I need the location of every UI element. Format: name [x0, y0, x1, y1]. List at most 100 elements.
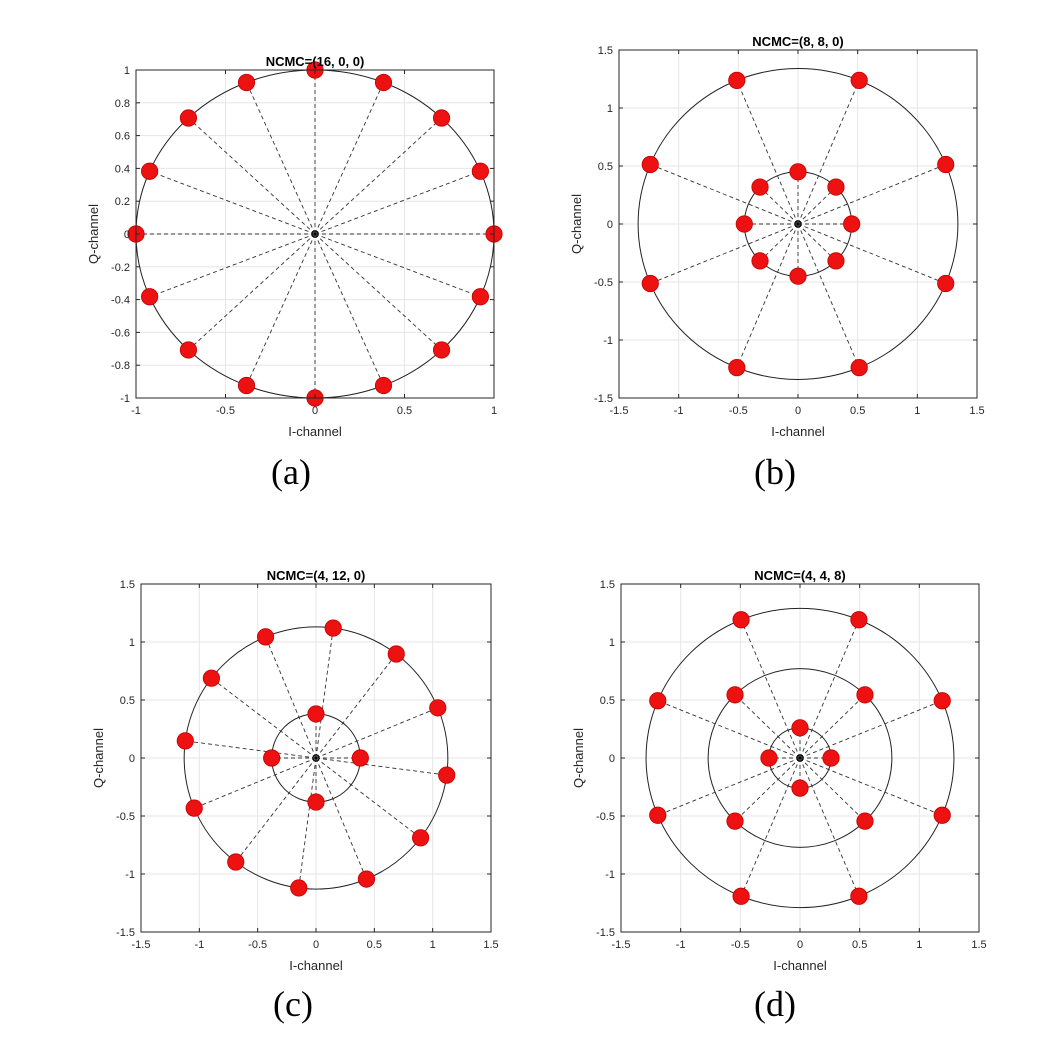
- constellation-point: [856, 812, 874, 830]
- x-tick-label: 1: [914, 405, 920, 417]
- y-tick-label: -1: [605, 869, 615, 881]
- constellation-point: [933, 692, 951, 710]
- x-axis-label: I-channel: [773, 958, 827, 973]
- constellation-point: [937, 274, 955, 293]
- y-axis-label: Q-channel: [571, 728, 586, 788]
- spoke-line: [759, 223, 799, 262]
- constellation-point: [728, 71, 746, 89]
- y-tick-label: -0.5: [596, 811, 615, 823]
- chart-title: NCMC=(16, 0, 0): [266, 54, 365, 69]
- spoke-line: [797, 223, 837, 262]
- chart-panel: -1.5 -1 -0.5 0 0.5 1 1.5 -1.5 -1 -0.5 0 0.5 1 1.5 NCMC…: [91, 568, 499, 1024]
- y-tick-label: -1.5: [116, 927, 135, 939]
- constellation-point: [179, 109, 198, 127]
- chart-title: NCMC=(8, 8, 0): [752, 34, 843, 49]
- y-tick-label: 0: [124, 229, 130, 241]
- spoke-line: [188, 233, 316, 351]
- constellation-point: [429, 699, 447, 717]
- x-tick-label: -1: [674, 405, 684, 417]
- x-axis-label: I-channel: [771, 424, 825, 439]
- spoke-line: [797, 164, 946, 225]
- spoke-line: [650, 223, 799, 284]
- constellation-point: [850, 611, 868, 629]
- constellation-point: [227, 853, 245, 871]
- spoke-line: [799, 757, 943, 816]
- spoke-line: [314, 233, 442, 351]
- x-tick-label: 1: [916, 939, 922, 951]
- constellation-point: [263, 749, 281, 767]
- origin-marker: [311, 230, 319, 238]
- x-tick-label: -0.5: [216, 405, 235, 417]
- x-tick-label: 0.5: [852, 939, 867, 951]
- spoke-line: [797, 80, 860, 225]
- x-axis-label: I-channel: [288, 424, 342, 439]
- constellation-point: [827, 178, 845, 196]
- constellation-point: [351, 749, 369, 767]
- ring-circle: [707, 668, 893, 848]
- origin-marker: [796, 754, 804, 762]
- constellation-point: [850, 359, 868, 377]
- x-tick-label: 0.5: [397, 405, 412, 417]
- panel-caption: (d): [754, 984, 796, 1024]
- spoke-line: [734, 757, 801, 822]
- x-tick-label: -1.5: [132, 939, 151, 951]
- spoke-line: [211, 677, 317, 759]
- spoke-line: [799, 757, 866, 822]
- y-tick-label: -1: [125, 869, 135, 881]
- spoke-line: [799, 700, 943, 759]
- constellation-point: [179, 341, 198, 359]
- origin-marker: [794, 220, 802, 228]
- panel-caption: (c): [273, 984, 313, 1024]
- constellation-point: [202, 669, 221, 687]
- x-tick-label: -0.5: [731, 939, 750, 951]
- constellation-point: [237, 376, 256, 395]
- spoke-line: [298, 757, 317, 889]
- origin-dot: [796, 222, 800, 226]
- constellation-point: [471, 162, 489, 180]
- constellation-point: [726, 812, 744, 830]
- x-tick-label: 1: [491, 405, 497, 417]
- constellation-point: [649, 806, 667, 824]
- y-tick-label: -0.5: [116, 811, 135, 823]
- spoke-line: [149, 233, 316, 298]
- chart-panel: -1.5 -1 -0.5 0 0.5 1 1.5 -1.5 -1 -0.5 0 0.5 1 1.5 NCMC…: [569, 34, 985, 492]
- spoke-line: [235, 757, 317, 863]
- y-tick-label: -1: [603, 335, 613, 347]
- x-tick-label: -0.5: [248, 939, 267, 951]
- spoke-line: [315, 757, 367, 880]
- x-tick-label: -1: [194, 939, 204, 951]
- x-tick-label: -1.5: [610, 405, 629, 417]
- x-tick-label: 0.5: [367, 939, 382, 951]
- constellation-point: [732, 887, 750, 905]
- spoke-line: [736, 80, 799, 225]
- ring-circle: [183, 626, 449, 890]
- y-tick-label: 1: [607, 103, 613, 115]
- constellation-point: [843, 215, 861, 233]
- y-tick-label: 0: [129, 753, 135, 765]
- spoke-line: [657, 700, 801, 759]
- constellation-point: [641, 274, 659, 293]
- constellation-point: [789, 163, 807, 181]
- y-tick-label: 0.4: [115, 163, 130, 175]
- constellation-point: [735, 215, 753, 233]
- chart-panel: -1 -0.5 0 0.5 1 -1 -0.8 -0.6 -0.4 -0.2 0 0.2 0.4 0.6 0…: [86, 54, 503, 492]
- y-tick-label: -0.8: [111, 360, 130, 372]
- constellation-point: [791, 719, 809, 737]
- constellation-point: [760, 749, 778, 767]
- spoke-line: [265, 636, 317, 759]
- constellation-point: [324, 619, 342, 637]
- spoke-line: [759, 186, 799, 225]
- y-tick-label: 0: [609, 753, 615, 765]
- constellation-point: [933, 806, 951, 824]
- constellation-point: [141, 162, 159, 180]
- constellation-point: [432, 109, 451, 127]
- y-tick-label: 1.5: [600, 579, 615, 591]
- y-tick-label: -1: [120, 393, 130, 405]
- y-tick-label: -1.5: [594, 393, 613, 405]
- constellation-point: [726, 686, 744, 704]
- constellation-point: [411, 829, 430, 847]
- constellation-point: [751, 252, 769, 270]
- chart-title: NCMC=(4, 12, 0): [267, 568, 366, 583]
- spoke-line: [797, 223, 860, 368]
